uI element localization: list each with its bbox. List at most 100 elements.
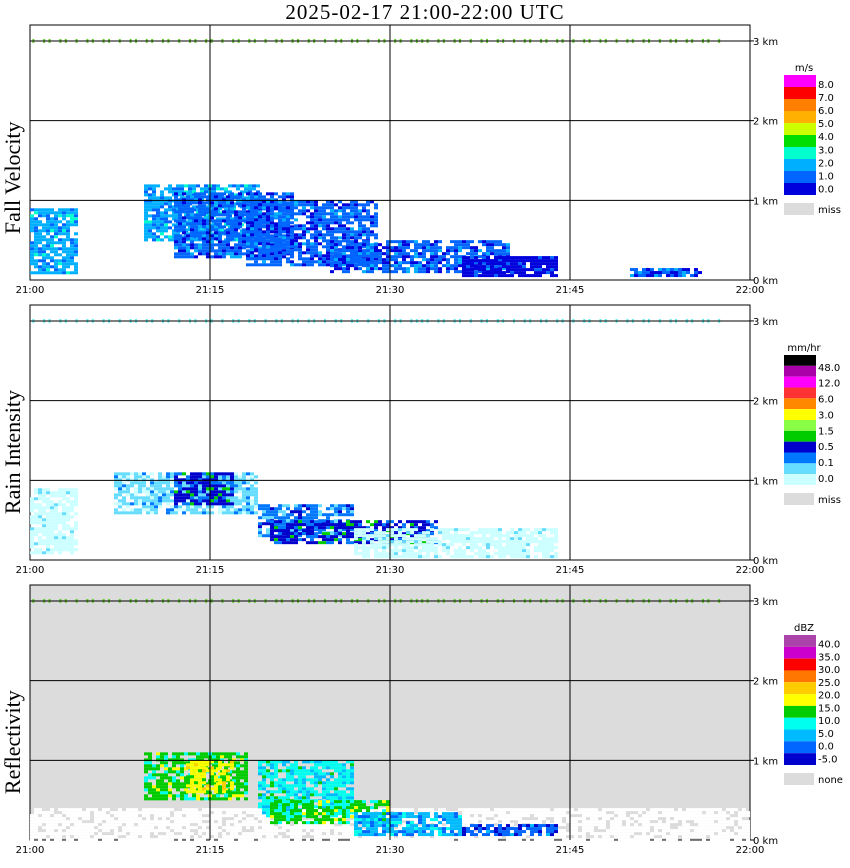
echo-cell [134, 490, 138, 494]
echo-cell [162, 823, 166, 827]
echo-cell [122, 475, 126, 479]
echo-cell [246, 508, 250, 512]
echo-cell [482, 540, 486, 544]
echo-cell [354, 236, 358, 240]
echo-cell [50, 256, 54, 260]
echo-cell [390, 552, 394, 556]
echo-cell [62, 811, 66, 815]
echo-cell [42, 488, 46, 492]
echo-cell [46, 238, 50, 242]
echo-cell [134, 817, 138, 821]
echo-cell [458, 537, 462, 541]
echo-cell [282, 513, 286, 517]
echo-cell [242, 481, 246, 485]
echo-cell [150, 826, 154, 830]
echo-cell [370, 249, 374, 253]
echo-cell [298, 520, 302, 524]
echo-cell [54, 271, 58, 275]
echo-cell [530, 537, 534, 541]
echo-cell [74, 512, 78, 516]
echo-cell [186, 246, 190, 250]
echo-cell [342, 526, 346, 530]
echo-cell [290, 234, 294, 238]
echo-cell [248, 190, 252, 194]
echo-cell [410, 537, 414, 541]
echo-cell [46, 551, 50, 555]
echo-cell [82, 829, 86, 833]
echo-cell [378, 255, 382, 259]
echo-cell [30, 835, 34, 839]
echo-cell [258, 213, 262, 217]
echo-cell [194, 475, 198, 479]
echo-cell [266, 504, 270, 508]
echo-cell [334, 245, 338, 249]
echo-cell [142, 814, 146, 818]
echo-cell [46, 838, 50, 842]
echo-cell [338, 261, 342, 265]
echo-cell [62, 518, 66, 522]
echo-cell [286, 249, 290, 253]
echo-cell [66, 211, 70, 215]
echo-cell [406, 246, 410, 250]
echo-cell [302, 826, 306, 830]
echo-cell [350, 200, 354, 204]
echo-cell [354, 215, 358, 219]
echo-cell [298, 212, 302, 216]
echo-cell [462, 271, 466, 275]
echo-cell [354, 526, 358, 530]
echo-cell [126, 814, 130, 818]
echo-cell [154, 499, 158, 503]
echo-cell [530, 262, 534, 266]
echo-cell [198, 231, 202, 235]
echo-cell [318, 206, 322, 210]
echo-cell [322, 260, 326, 264]
echo-cell [46, 232, 50, 236]
echo-cell [242, 490, 246, 494]
echo-cell [46, 497, 50, 501]
echo-cell [126, 475, 130, 479]
echo-cell [54, 536, 58, 540]
echo-cell [334, 221, 338, 225]
echo-cell [386, 523, 390, 527]
echo-cell [138, 487, 142, 491]
echo-cell [458, 540, 462, 544]
echo-cell [354, 264, 358, 268]
echo-cell [178, 472, 182, 476]
echo-cell [146, 811, 150, 815]
echo-cell [526, 555, 530, 559]
echo-cell [310, 513, 314, 517]
echo-cell [130, 511, 134, 515]
echo-cell [58, 488, 62, 492]
echo-cell [390, 526, 394, 530]
echo-cell [202, 195, 206, 199]
echo-cell [418, 534, 422, 538]
echo-cell [534, 268, 538, 272]
echo-cell [354, 243, 358, 247]
echo-cell [222, 249, 226, 253]
echo-cell [58, 241, 62, 245]
echo-cell [318, 218, 322, 222]
echo-cell [314, 523, 318, 527]
echo-cell [334, 838, 338, 842]
echo-cell [338, 252, 342, 256]
echo-cell [218, 808, 222, 812]
echo-cell [226, 234, 230, 238]
echo-cell [210, 249, 214, 253]
echo-cell [174, 475, 178, 479]
y-tick-label: 3 km [753, 37, 778, 48]
echo-cell [282, 227, 286, 231]
echo-cell [318, 513, 322, 517]
echo-cell [666, 274, 670, 278]
echo-cell [466, 265, 470, 269]
echo-cell [246, 505, 250, 509]
echo-cell [538, 534, 542, 538]
x-tick-label: 21:30 [376, 285, 405, 296]
echo-cell [166, 496, 170, 500]
echo-cell [186, 249, 190, 253]
echo-cell [550, 262, 554, 266]
echo-cell [694, 268, 698, 272]
echo-cell [446, 552, 450, 556]
echo-cell [230, 832, 234, 836]
echo-cell [482, 252, 486, 256]
echo-cell [330, 535, 334, 539]
